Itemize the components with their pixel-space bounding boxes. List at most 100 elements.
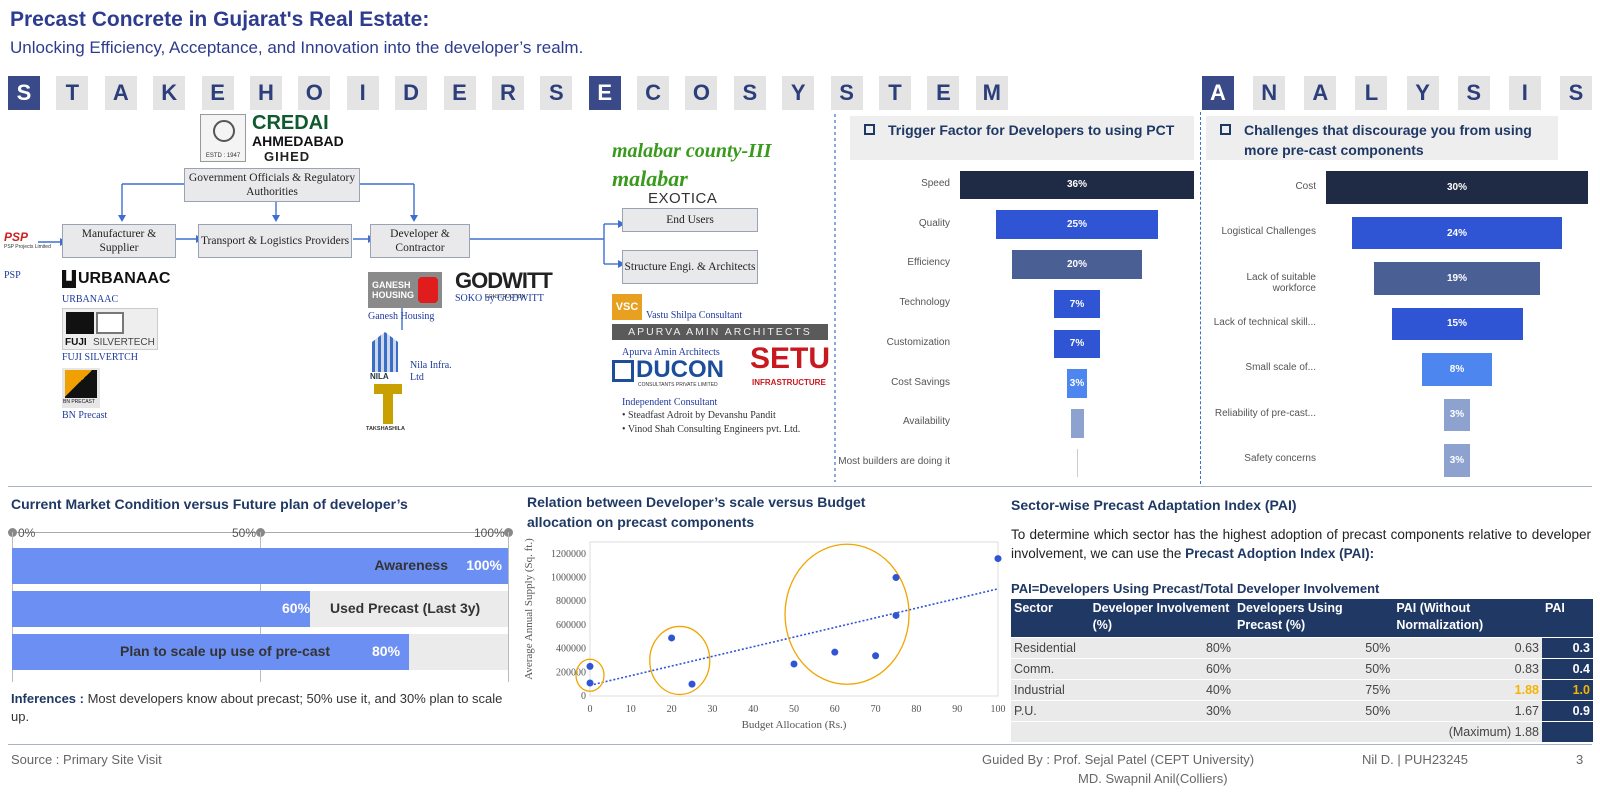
urbanaac-logo: URBANAAC <box>62 270 170 288</box>
band-letter: S <box>1559 76 1592 110</box>
scatter-point <box>668 634 676 642</box>
band-letter: I <box>346 76 379 110</box>
cell-pai-raw: 0.83 <box>1393 658 1542 680</box>
scatter-chart: 0 200000 400000 600000 800000 1000000 1200000 0… <box>523 538 1006 731</box>
category-label: Logistical Challenges <box>1221 226 1316 238</box>
band-letter: T <box>879 76 912 110</box>
category-label: Efficiency <box>907 257 950 269</box>
ducon-logo: DUCON CONSULTANTS PRIVATE LIMITED <box>612 356 768 388</box>
band-letter: Y <box>782 76 815 110</box>
table-row: Comm. 60% 50% 0.83 0.4 <box>1011 658 1593 680</box>
cell-involvement: 30% <box>1089 700 1235 722</box>
challenges-header: Challenges that discourage you from usin… <box>1206 116 1558 160</box>
challenges-heading-text: Challenges that discourage you from usin… <box>1244 122 1532 158</box>
table-row-maximum: (Maximum) 1.88 <box>1011 721 1593 743</box>
market-row-label: Awareness <box>374 557 448 573</box>
cell-empty <box>1089 721 1235 743</box>
x-tick-label: 70 <box>871 704 881 715</box>
box-transport-logistics: Transport & Logistics Providers <box>198 224 352 258</box>
footer-divider <box>8 744 1592 745</box>
ducon-wordmark: DUCON <box>636 356 724 383</box>
page-subtitle: Unlocking Efficiency, Acceptance, and In… <box>10 38 584 57</box>
x-tick-label: 40 <box>748 704 758 715</box>
scatter-point <box>892 611 900 619</box>
soko-godwitt-label: SOKO by GODWITT <box>455 293 544 304</box>
fuji-wordmark2: SILVERTECH <box>93 337 155 348</box>
axis-label-50: 50% <box>232 526 257 540</box>
market-row: Used Precast (Last 3y) 60% <box>12 591 508 627</box>
urbanaac-wordmark: URBANAAC <box>78 270 171 287</box>
exotica-wordmark: EXOTICA <box>648 190 718 207</box>
trendline <box>589 588 999 687</box>
market-row-value: 80% <box>372 643 401 659</box>
band-letter: Y <box>1406 76 1439 110</box>
cell-sector: Comm. <box>1011 658 1090 680</box>
y-tick-label: 1200000 <box>551 549 586 560</box>
box-developer-contractor: Developer & Contractor <box>370 224 470 258</box>
vsc-label: Vastu Shilpa Consultant <box>646 310 743 321</box>
ganesh-housing-label: Ganesh Housing <box>368 311 435 322</box>
band-letter: S <box>8 76 40 110</box>
cell-pai: 0.4 <box>1541 658 1593 680</box>
band-letter: M <box>975 76 1008 110</box>
malabar-exotica-logo: malabar EXOTICA <box>612 168 718 208</box>
footer-source: Source : Primary Site Visit <box>11 752 162 767</box>
fuji-mark2-icon <box>96 312 124 334</box>
y-tick-label: 0 <box>581 691 586 702</box>
cell-using: 50% <box>1234 658 1394 680</box>
x-tick-label: 80 <box>911 704 921 715</box>
band-letter: T <box>56 76 89 110</box>
band-letter: N <box>1253 76 1286 110</box>
x-axis-label: Budget Allocation (Rs.) <box>742 719 847 731</box>
cluster-circle <box>575 658 605 692</box>
takshashila-mark-stem <box>383 394 393 424</box>
category-label: Availability <box>902 416 950 428</box>
checkbox-icon <box>1220 124 1231 135</box>
nila-infra-logo: NILA <box>368 332 404 381</box>
bar: 20% <box>1012 250 1142 279</box>
cell-sector: Residential <box>1011 637 1090 659</box>
fuji-silvertech-logo: FUJI SILVERTECH <box>62 308 158 350</box>
category-label: Safety concerns <box>1244 453 1316 465</box>
footer-guided-by: Guided By : Prof. Sejal Patel (CEPT Univ… <box>982 752 1255 767</box>
band-letter: L <box>1355 76 1388 110</box>
band-letter: O <box>685 76 718 110</box>
bar: 8% <box>1422 353 1492 386</box>
band-letter: E <box>588 76 621 110</box>
pai-desc-bold: Precast Adoption Index (PAI): <box>1185 546 1375 561</box>
pai-col-sector: Sector <box>1011 599 1090 638</box>
x-tick-label: 0 <box>588 704 593 715</box>
plot-area <box>589 541 999 697</box>
x-tick-label: 20 <box>667 704 677 715</box>
footer-guided-by-2: MD. Swapnil Anil(Colliers) <box>1078 771 1228 786</box>
band-letter: R <box>491 76 524 110</box>
scatter-heading: Relation between Developer’s scale versu… <box>527 494 866 530</box>
band-letter: H <box>249 76 282 110</box>
scatter-point <box>994 555 1002 563</box>
pai-formula: PAI=Developers Using Precast/Total Devel… <box>1011 581 1380 596</box>
market-row-value: 100% <box>466 557 502 573</box>
takshashila-logo: TAKSHASHILA <box>366 384 408 436</box>
cell-sector: Industrial <box>1011 679 1090 701</box>
fuji-mark-icon <box>66 312 94 334</box>
band-letter: S <box>733 76 766 110</box>
x-tick-label: 100 <box>991 704 1006 715</box>
y-tick-label: 600000 <box>556 620 586 631</box>
takshashila-mark-top <box>374 384 402 394</box>
cell-sector: P.U. <box>1011 700 1090 722</box>
y-tick-label: 200000 <box>556 667 586 678</box>
credai-wordmark: CREDAI <box>252 112 329 134</box>
cell-maximum: (Maximum) 1.88 <box>1393 721 1542 743</box>
category-label: Cost Savings <box>891 376 950 388</box>
bar: 36% <box>960 170 1194 200</box>
horizontal-divider <box>8 486 1592 487</box>
pai-description: To determine which sector has the highes… <box>1011 525 1591 563</box>
bar: 7% <box>1054 289 1100 319</box>
band-letter: S <box>1457 76 1490 110</box>
market-row: Plan to scale up use of pre-cast 80% <box>12 634 508 670</box>
ganesh-housing-logo: GANESH HOUSING <box>368 272 442 308</box>
x-tick-label: 60 <box>830 704 840 715</box>
category-label: Reliability of pre-cast... <box>1214 407 1316 419</box>
